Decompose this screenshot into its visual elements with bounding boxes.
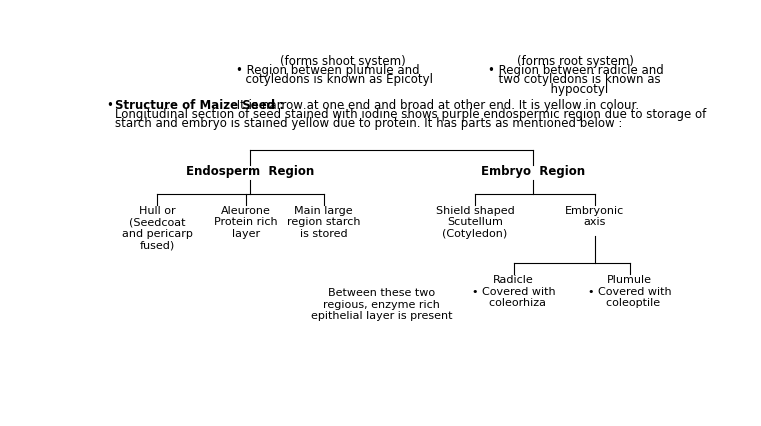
Text: Between these two
regious, enzyme rich
epithelial layer is present: Between these two regious, enzyme rich e… [311, 288, 453, 322]
Text: hypocotyl: hypocotyl [543, 83, 608, 96]
Text: Embryo  Region: Embryo Region [481, 165, 585, 178]
Text: (forms root system): (forms root system) [517, 55, 634, 68]
Text: • Region between plumule and: • Region between plumule and [236, 64, 419, 77]
Text: • Region between radicle and: • Region between radicle and [488, 64, 664, 77]
Text: •: • [106, 99, 113, 112]
Text: cotyledons is known as Epicotyl: cotyledons is known as Epicotyl [238, 73, 433, 86]
Text: Endosperm  Region: Endosperm Region [186, 165, 314, 178]
Text: Longitudinal section of seed stained with iodine shows purple endospermic region: Longitudinal section of seed stained wit… [115, 108, 706, 121]
Text: Main large
region starch
is stored: Main large region starch is stored [287, 206, 361, 239]
Text: Embryonic
axis: Embryonic axis [565, 206, 625, 227]
Text: two cotyledons is known as: two cotyledons is known as [491, 73, 661, 86]
Text: It is narrow at one end and broad at other end. It is yellow in colour.: It is narrow at one end and broad at oth… [233, 99, 639, 112]
Text: Structure of Maize Seed :: Structure of Maize Seed : [115, 99, 285, 112]
Text: Aleurone
Protein rich
layer: Aleurone Protein rich layer [215, 206, 278, 239]
Text: Hull or
(Seedcoat
and pericarp
fused): Hull or (Seedcoat and pericarp fused) [122, 206, 193, 250]
Text: (forms shoot system): (forms shoot system) [280, 55, 406, 68]
Text: starch and embryo is stained yellow due to protein. It has parts as mentioned be: starch and embryo is stained yellow due … [115, 117, 622, 130]
Text: Radicle
• Covered with
  coleorhiza: Radicle • Covered with coleorhiza [472, 275, 556, 308]
Text: Shield shaped
Scutellum
(Cotyledon): Shield shaped Scutellum (Cotyledon) [435, 206, 514, 239]
Text: Plumule
• Covered with
  coleoptile: Plumule • Covered with coleoptile [588, 275, 672, 308]
